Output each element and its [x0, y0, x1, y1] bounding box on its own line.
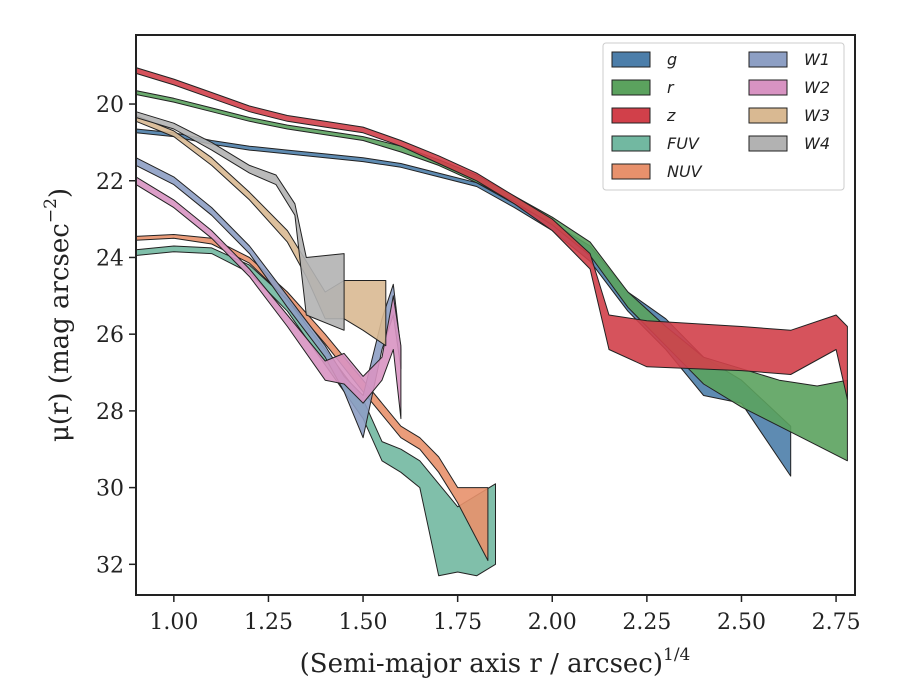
x-tick-label: 2.50 [717, 610, 766, 635]
legend-label-z: z [666, 106, 676, 125]
legend-swatch-fuv [611, 135, 651, 152]
legend-swatch-nuv [611, 163, 651, 180]
legend-label-fuv: FUV [667, 134, 700, 153]
legend-swatch-w4 [748, 135, 788, 152]
series-bands [135, 67, 848, 577]
y-axis-label-exponent: −2 [41, 198, 61, 223]
band-w3 [135, 115, 387, 347]
y-axis-ticks: 20 22 24 26 28 30 32 [96, 93, 136, 578]
legend-label-w4: W4 [804, 134, 830, 153]
y-axis-label: μ(r) (mag arcsec−2) [41, 188, 75, 442]
band-nuv [135, 234, 489, 561]
legend-swatch-w3 [748, 107, 788, 124]
x-tick-label: 1.00 [149, 610, 198, 635]
legend-swatch-r [611, 79, 651, 96]
legend-label-w1: W1 [804, 50, 830, 69]
legend-swatch-w2 [748, 79, 788, 96]
band-z [135, 67, 848, 400]
plot-frame [135, 34, 856, 596]
x-tick-label: 1.75 [433, 610, 482, 635]
y-tick-label: 24 [96, 246, 124, 271]
band-r [135, 90, 848, 462]
x-tick-label: 2.25 [622, 610, 671, 635]
y-tick-label: 22 [96, 170, 124, 195]
x-axis-ticks: 1.00 1.25 1.50 1.75 2.00 2.25 2.50 2.75 [149, 595, 861, 635]
y-tick-label: 32 [96, 553, 124, 578]
y-tick-label: 28 [96, 400, 124, 425]
band-g [135, 128, 792, 477]
legend-swatch-w1 [748, 51, 788, 68]
x-axis-label-exponent: 1/4 [663, 645, 690, 665]
legend-label-g: g [667, 50, 677, 69]
legend: grz FUV NUV W1 W2 W3 W4 [602, 42, 845, 191]
band-w2 [135, 176, 402, 420]
legend-swatch-g [611, 51, 651, 68]
y-tick-label: 26 [96, 323, 124, 348]
x-tick-label: 2.75 [812, 610, 861, 635]
x-tick-label: 1.25 [244, 610, 293, 635]
x-tick-label: 1.50 [339, 610, 388, 635]
legend-label-nuv: NUV [667, 162, 703, 181]
y-tick-label: 30 [96, 477, 124, 502]
legend-swatch-z [611, 107, 651, 124]
band-w4 [135, 111, 345, 331]
legend-label-w2: W2 [804, 78, 830, 97]
legend-label-r: r [667, 78, 675, 97]
legend-label-w3: W3 [804, 106, 830, 125]
x-tick-label: 2.00 [528, 610, 577, 635]
x-axis-label: (Semi-major axis r / arcsec)1/4 [300, 645, 691, 679]
y-tick-label: 20 [96, 93, 124, 118]
